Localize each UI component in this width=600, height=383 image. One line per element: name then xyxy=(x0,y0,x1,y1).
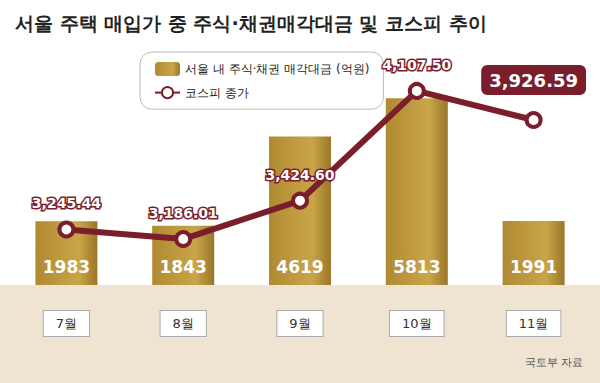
svg-text:3,186.01: 3,186.01 xyxy=(149,205,218,221)
svg-text:3,245.44: 3,245.44 xyxy=(32,195,101,211)
svg-text:1843: 1843 xyxy=(160,257,207,277)
svg-text:국토부 자료: 국토부 자료 xyxy=(525,356,584,369)
svg-text:3,926.59: 3,926.59 xyxy=(489,70,578,91)
svg-text:3,424.60: 3,424.60 xyxy=(265,167,334,183)
svg-text:11월: 11월 xyxy=(519,316,549,331)
svg-text:1983: 1983 xyxy=(43,257,90,277)
svg-text:9월: 9월 xyxy=(289,316,310,331)
svg-text:1991: 1991 xyxy=(510,257,557,277)
svg-text:4,107.50: 4,107.50 xyxy=(382,57,451,73)
svg-text:10월: 10월 xyxy=(402,316,432,331)
svg-text:4619: 4619 xyxy=(276,257,323,277)
svg-text:서울 주택 매입가 중 주식·채권매각대금 및 코스피 추이: 서울 주택 매입가 중 주식·채권매각대금 및 코스피 추이 xyxy=(15,12,487,34)
svg-text:5813: 5813 xyxy=(393,257,440,277)
svg-text:7월: 7월 xyxy=(56,316,77,331)
svg-text:코스피 종가: 코스피 종가 xyxy=(185,86,249,100)
svg-text:서울 내 주식·채권 매각대금 (억원): 서울 내 주식·채권 매각대금 (억원) xyxy=(185,62,369,76)
svg-text:8월: 8월 xyxy=(173,316,194,331)
